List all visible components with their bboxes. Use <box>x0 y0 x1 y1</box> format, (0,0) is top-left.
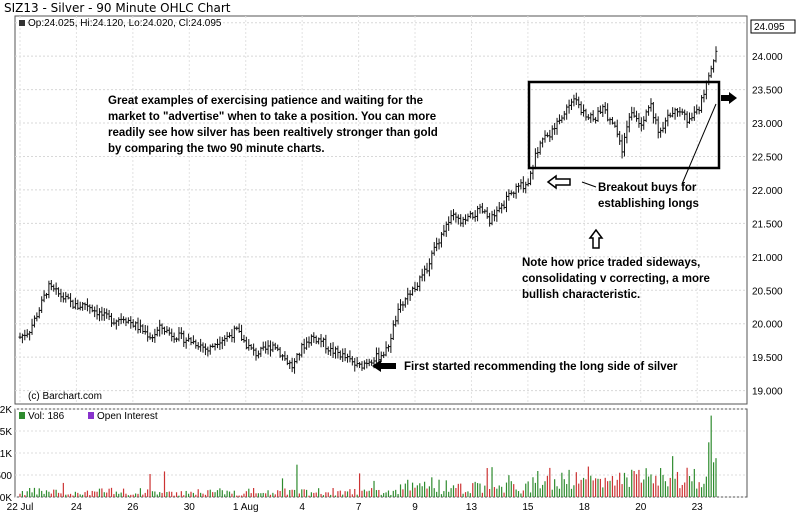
first-note: First started recommending the long side… <box>404 361 678 373</box>
sideways-note-line-3: bullish characteristic. <box>522 289 640 301</box>
chart-title: SIZ13 - Silver - 90 Minute OHLC Chart <box>4 1 231 15</box>
volume-axis-labels: 2K 1.5K 1K 500 0K <box>0 405 12 504</box>
price-tick-label: 20.000 <box>752 320 783 331</box>
main-note-line-3: readily see how silver has been realtive… <box>108 127 438 139</box>
top-breakout-arrow-icon <box>721 92 737 104</box>
main-note-line-4: by comparing the two 90 minute charts. <box>108 143 325 155</box>
date-tick-label: 23 <box>692 502 704 513</box>
up-arrow-icon <box>588 228 604 249</box>
price-tick-label: 19.500 <box>752 353 783 364</box>
date-tick-label: 18 <box>579 502 591 513</box>
volume-tick-label: 0K <box>0 493 12 504</box>
volume-bars <box>19 415 717 497</box>
date-tick-label: 7 <box>356 502 362 513</box>
main-annotation: Great examples of exercising patience an… <box>108 95 438 155</box>
breakout-pointer-line <box>681 103 717 185</box>
price-tick-label: 19.000 <box>752 387 783 398</box>
price-grid <box>15 16 747 404</box>
date-tick-label: 22 Jul <box>7 502 34 513</box>
price-tick-label: 20.500 <box>752 286 783 297</box>
date-tick-label: 30 <box>184 502 196 513</box>
main-note-line-2: market to "advertise" when to take a pos… <box>108 111 436 123</box>
breakout-leader-line <box>581 181 597 188</box>
date-tick-label: 9 <box>412 502 418 513</box>
open-interest-legend-swatch <box>88 412 94 419</box>
date-axis-labels: 22 Jul 24 26 30 1 Aug 4 7 9 13 15 18 20 23 <box>7 502 704 513</box>
volume-tick-label: 2K <box>0 405 12 416</box>
sideways-note-line-1: Note how price traded sideways, <box>522 257 700 269</box>
volume-tick-label: 1K <box>0 449 12 460</box>
consolidation-box <box>527 80 721 170</box>
price-tick-label: 22.000 <box>752 186 783 197</box>
first-recommendation-arrow-icon <box>372 360 396 372</box>
price-panel <box>14 15 748 405</box>
volume-label: Vol: 186 <box>28 411 65 422</box>
volume-tick-label: 1.5K <box>0 427 12 438</box>
last-price-label: 24.095 <box>754 22 785 33</box>
ohlc-bar <box>714 46 718 63</box>
date-tick-label: 13 <box>466 502 478 513</box>
date-tick-label: 24 <box>71 502 83 513</box>
breakout-note-line-1: Breakout buys for <box>598 182 697 194</box>
breakout-arrow-icon <box>546 174 571 190</box>
date-tick-label: 15 <box>522 502 534 513</box>
price-tick-label: 23.000 <box>752 119 783 130</box>
ohlc-readout: Op:24.025, Hi:24.120, Lo:24.020, Cl:24.0… <box>28 18 222 29</box>
price-tick-label: 23.500 <box>752 86 783 97</box>
price-tick-label: 21.000 <box>752 253 783 264</box>
open-interest-label: Open Interest <box>97 411 158 422</box>
date-tick-label: 26 <box>127 502 139 513</box>
volume-tick-label: 500 <box>0 471 12 482</box>
price-tick-label: 21.500 <box>752 219 783 230</box>
volume-legend-swatch <box>19 412 25 419</box>
copyright-label: (c) Barchart.com <box>28 391 102 402</box>
date-tick-label: 4 <box>299 502 305 513</box>
price-axis-labels: 24.50024.00023.50023.00022.50022.00021.5… <box>752 19 783 398</box>
main-note-line-1: Great examples of exercising patience an… <box>108 95 423 107</box>
ohlc-legend-swatch <box>19 20 25 26</box>
ohlc-bars <box>18 46 718 374</box>
sideways-note-line-2: consolidating v correcting, a more <box>522 273 710 285</box>
date-tick-label: 20 <box>635 502 647 513</box>
price-tick-label: 22.500 <box>752 152 783 163</box>
date-tick-label: 1 Aug <box>233 502 259 513</box>
last-price-box <box>750 19 796 34</box>
price-tick-label: 24.000 <box>752 52 783 63</box>
breakout-note-line-2: establishing longs <box>598 198 699 210</box>
